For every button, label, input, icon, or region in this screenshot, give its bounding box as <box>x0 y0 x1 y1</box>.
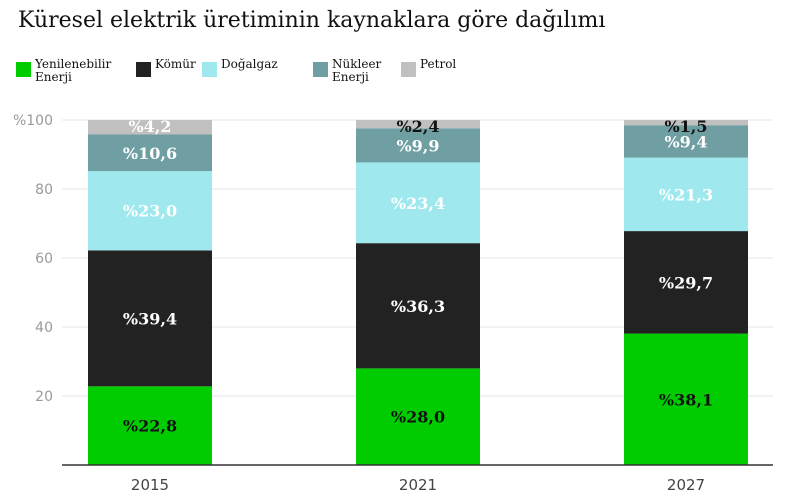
bar-segment <box>88 171 212 251</box>
legend-item-gas: Doğalgaz <box>202 56 316 77</box>
data-label: %22,8 <box>123 417 177 436</box>
data-label: %1,5 <box>664 117 707 136</box>
legend-item-nuclear: Nükleer Enerji <box>313 56 392 84</box>
data-label: %2,4 <box>396 117 439 136</box>
legend: Yenilenebilir Enerji Kömür Doğalgaz Nükl… <box>16 56 796 92</box>
bar-segment <box>356 128 480 163</box>
bar-segment <box>624 231 748 334</box>
bar-segment <box>88 250 212 387</box>
y-tick-label: 20 <box>35 389 53 405</box>
legend-label-coal: Kömür <box>155 57 196 71</box>
y-tick-label: 80 <box>35 182 53 198</box>
data-label: %23,0 <box>123 202 177 221</box>
data-label: %38,1 <box>659 390 713 409</box>
data-label: %4,2 <box>128 117 171 136</box>
bar-segment <box>356 368 480 465</box>
legend-swatch-nuclear <box>313 62 328 77</box>
data-label: %9,9 <box>396 136 439 155</box>
bar-segment <box>88 386 212 465</box>
data-label: %28,0 <box>391 408 445 427</box>
legend-label-renewable: Yenilenebilir Enerji <box>35 57 112 84</box>
data-label: %10,6 <box>123 144 177 163</box>
x-tick-label: 2015 <box>131 476 169 494</box>
y-tick-label: 60 <box>35 251 53 267</box>
legend-label-nuclear: Nükleer Enerji <box>332 57 382 84</box>
y-tick-label: %100 <box>13 113 53 129</box>
bar-segment <box>88 120 212 135</box>
bar-segment <box>624 125 748 158</box>
y-tick-label: 40 <box>35 320 53 336</box>
legend-item-oil: Petrol <box>401 56 515 77</box>
bar-segment <box>88 134 212 172</box>
data-label: %29,7 <box>659 273 713 292</box>
legend-item-coal: Kömür <box>136 56 250 77</box>
data-label: %23,4 <box>391 194 445 213</box>
legend-swatch-renewable <box>16 62 31 77</box>
bar-segment <box>356 120 480 129</box>
x-tick-label: 2027 <box>667 476 705 494</box>
legend-swatch-coal <box>136 62 151 77</box>
data-label: %21,3 <box>659 185 713 204</box>
legend-label-oil: Petrol <box>420 57 457 71</box>
legend-item-renewable: Yenilenebilir Enerji <box>16 56 130 84</box>
data-label: %39,4 <box>123 309 177 328</box>
data-label: %9,4 <box>664 132 707 151</box>
legend-swatch-oil <box>401 62 416 77</box>
x-tick-label: 2021 <box>399 476 437 494</box>
bar-segment <box>624 157 748 232</box>
bar-segment <box>356 243 480 369</box>
chart-title: Küresel elektrik üretiminin kaynaklara g… <box>18 8 606 33</box>
legend-swatch-gas <box>202 62 217 77</box>
bar-segment <box>624 120 748 126</box>
bar-segment <box>624 333 748 465</box>
data-label: %36,3 <box>391 297 445 316</box>
bar-segment <box>356 162 480 244</box>
legend-label-gas: Doğalgaz <box>221 57 278 71</box>
